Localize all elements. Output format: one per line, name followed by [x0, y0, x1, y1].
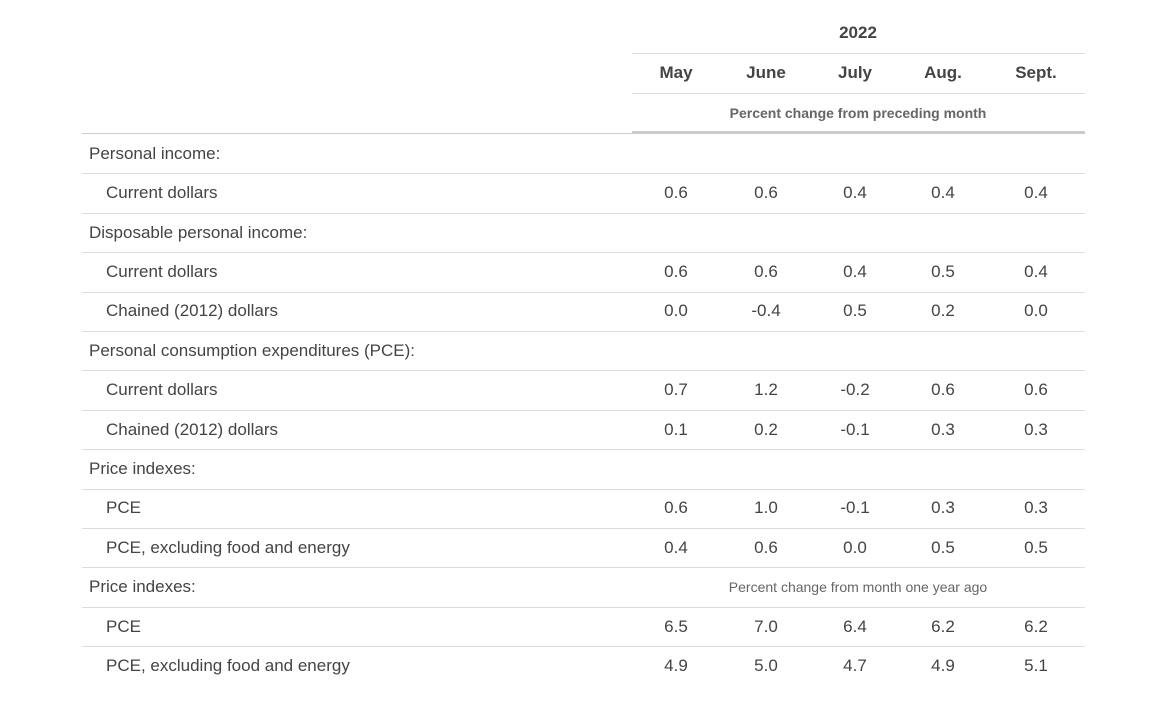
cell: 0.6 — [664, 498, 688, 518]
rule — [82, 133, 1085, 134]
cell: 0.1 — [664, 419, 688, 439]
row-label: Chained (2012) dollars — [106, 419, 278, 439]
cell: 0.4 — [1024, 261, 1048, 281]
cell: 1.2 — [754, 380, 778, 400]
cell: 0.0 — [664, 301, 688, 321]
cell: 0.5 — [931, 537, 955, 557]
rule — [82, 212, 1085, 214]
cell: 0.4 — [931, 183, 955, 203]
rule — [632, 93, 1085, 94]
cell: 0.3 — [931, 498, 955, 518]
row-label: Current dollars — [106, 183, 218, 203]
rule — [82, 449, 1085, 451]
section-note: Percent change from month one year ago — [728, 579, 988, 596]
cell: 0.5 — [1024, 537, 1048, 557]
row-label: Current dollars — [106, 380, 218, 400]
rule — [82, 291, 1085, 293]
subheader: Percent change from preceding month — [729, 105, 987, 121]
cell: 0.2 — [931, 301, 955, 321]
month-header: June — [746, 63, 786, 82]
row-label: PCE, excluding food and energy — [106, 537, 350, 557]
cell: 7.0 — [754, 616, 778, 636]
cell: 0.7 — [664, 380, 688, 400]
month-header: Sept. — [1015, 63, 1057, 82]
row-label: PCE — [106, 498, 141, 518]
rule — [82, 173, 1085, 175]
cell: 0.0 — [843, 537, 867, 557]
cell: 6.4 — [843, 616, 867, 636]
section-label: Price indexes: — [89, 577, 196, 597]
cell: 0.4 — [843, 261, 867, 281]
rule — [82, 252, 1085, 254]
cell: 0.2 — [754, 419, 778, 439]
cell: 0.5 — [843, 301, 867, 321]
cell: 0.6 — [754, 261, 778, 281]
rule — [82, 488, 1085, 490]
rule — [82, 331, 1085, 332]
cell: 6.2 — [1024, 616, 1048, 636]
cell: -0.1 — [840, 419, 870, 439]
rule — [82, 409, 1085, 411]
rule — [82, 370, 1085, 372]
cell: 4.9 — [931, 655, 955, 675]
cell: 5.1 — [1024, 655, 1048, 675]
cell: 0.3 — [1024, 498, 1048, 518]
cell: -0.4 — [751, 301, 781, 321]
cell: -0.1 — [840, 498, 870, 518]
cell: 0.3 — [931, 419, 955, 439]
rule — [82, 528, 1085, 529]
cell: 0.6 — [1024, 380, 1048, 400]
cell: 6.2 — [931, 616, 955, 636]
section-label: Personal consumption expenditures (PCE): — [89, 340, 415, 360]
month-header: May — [659, 63, 693, 82]
row-label: Current dollars — [106, 261, 218, 281]
cell: 1.0 — [754, 498, 778, 518]
cell: 4.9 — [664, 655, 688, 675]
cell: 4.7 — [843, 655, 867, 675]
cell: 0.6 — [754, 537, 778, 557]
row-label: Chained (2012) dollars — [106, 301, 278, 321]
month-header: July — [837, 63, 873, 82]
section-label: Disposable personal income: — [89, 222, 308, 242]
rule — [82, 567, 1085, 569]
cell: -0.2 — [840, 380, 870, 400]
month-header: Aug. — [924, 63, 962, 82]
rule — [82, 646, 1085, 648]
row-label: PCE — [106, 616, 141, 636]
cell: 0.6 — [931, 380, 955, 400]
cell: 0.5 — [931, 261, 955, 281]
cell: 0.6 — [754, 183, 778, 203]
section-label: Personal income: — [89, 143, 221, 163]
cell: 0.4 — [664, 537, 688, 557]
cell: 0.4 — [843, 183, 867, 203]
cell: 5.0 — [754, 655, 778, 675]
year: 2022 — [839, 23, 877, 42]
rule — [82, 606, 1085, 608]
cell: 0.6 — [664, 261, 688, 281]
rule — [632, 131, 1085, 134]
cell: 0.6 — [664, 183, 688, 203]
section-label: Price indexes: — [89, 458, 196, 478]
row-label: PCE, excluding food and energy — [106, 655, 350, 675]
cell: 0.0 — [1024, 301, 1048, 321]
rule — [632, 53, 1085, 54]
cell: 6.5 — [664, 616, 688, 636]
cell: 0.3 — [1024, 419, 1048, 439]
cell: 0.4 — [1024, 183, 1048, 203]
